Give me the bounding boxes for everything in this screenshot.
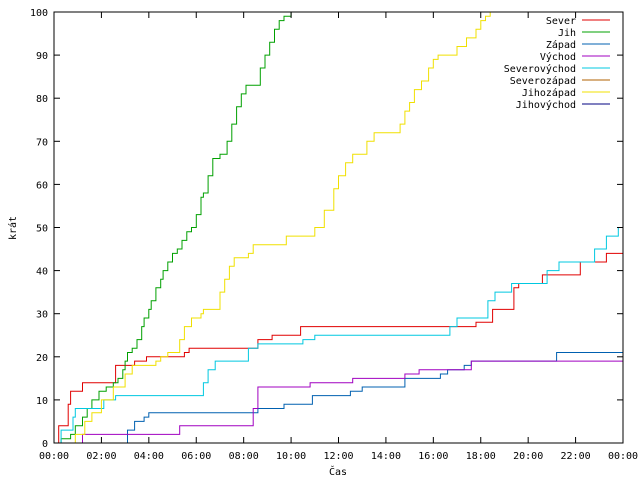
x-tick-label-5: 10:00 (276, 451, 306, 462)
legend-label-2: Západ (546, 39, 576, 51)
legend-label-0: Sever (546, 16, 576, 27)
x-tick-label-11: 22:00 (561, 451, 591, 462)
x-tick-label-12: 00:00 (608, 451, 638, 462)
y-tick-label-5: 50 (36, 224, 48, 235)
x-tick-label-10: 20:00 (513, 451, 543, 462)
x-tick-label-9: 18:00 (466, 451, 496, 462)
series-line-1 (54, 11, 623, 444)
y-tick-label-0: 0 (42, 439, 48, 450)
x-tick-label-8: 16:00 (418, 451, 448, 462)
y-tick-label-1: 10 (36, 396, 48, 407)
y-tick-label-10: 100 (30, 8, 48, 19)
y-tick-label-3: 30 (36, 310, 48, 321)
series-line-6 (54, 11, 623, 444)
y-tick-label-4: 40 (36, 267, 48, 278)
y-tick-label-6: 60 (36, 180, 48, 191)
x-tick-label-1: 02:00 (86, 451, 116, 462)
x-axis-label: Čas (329, 465, 347, 478)
y-tick-label-7: 70 (36, 137, 48, 148)
legend-label-5: Severozápad (510, 75, 576, 87)
legend-label-6: Jihozápad (522, 87, 576, 99)
x-tick-label-0: 00:00 (39, 451, 69, 462)
series-line-3 (54, 360, 623, 444)
axes-layer: 0 10 20 30 40 50 60 70 80 90 100 00:00 02:00 04:00 06:… (30, 8, 638, 462)
legend-label-3: Východ (540, 51, 576, 63)
x-tick-label-4: 08:00 (229, 451, 259, 462)
series-line-4 (54, 227, 623, 444)
y-tick-label-2: 20 (36, 353, 48, 364)
series-line-2 (54, 352, 623, 444)
legend-label-7: Jihovýchod (516, 99, 576, 111)
y-tick-label-9: 90 (36, 51, 48, 62)
y-axis-label: krát (7, 216, 19, 240)
x-tick-label-2: 04:00 (134, 451, 164, 462)
x-tick-label-6: 12:00 (323, 451, 353, 462)
x-tick-label-7: 14:00 (371, 451, 401, 462)
y-tick-label-8: 80 (36, 94, 48, 105)
legend-label-1: Jih (558, 28, 576, 39)
legend-label-4: Severovýchod (504, 63, 576, 75)
x-tick-label-3: 06:00 (181, 451, 211, 462)
legend: SeverJihZápadVýchodSeverovýchodSeverozáp… (504, 16, 610, 111)
